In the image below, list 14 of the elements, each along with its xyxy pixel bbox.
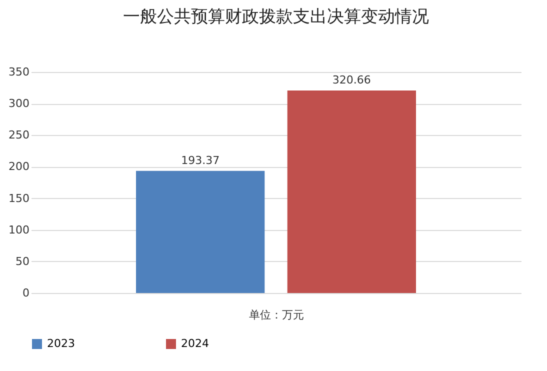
y-tick-label: 100 xyxy=(8,223,30,236)
y-tick-label: 200 xyxy=(8,160,30,174)
y-tick-label: 150 xyxy=(8,192,30,205)
legend-label: 2023 xyxy=(47,337,75,350)
y-tick-label: 0 xyxy=(22,286,30,300)
y-tick-label: 50 xyxy=(16,254,30,268)
y-tick-label: 350 xyxy=(8,66,30,78)
y-tick-label: 250 xyxy=(8,128,30,142)
chart-title: 一般公共预算财政拨款支出决算变动情况 xyxy=(123,7,429,27)
y-tick-label: 300 xyxy=(8,97,30,110)
legend-label: 2024 xyxy=(181,337,209,350)
data-label: 193.37 xyxy=(181,154,220,167)
x-axis-title: 单位：万元 xyxy=(249,308,304,322)
data-label: 320.66 xyxy=(332,74,371,87)
